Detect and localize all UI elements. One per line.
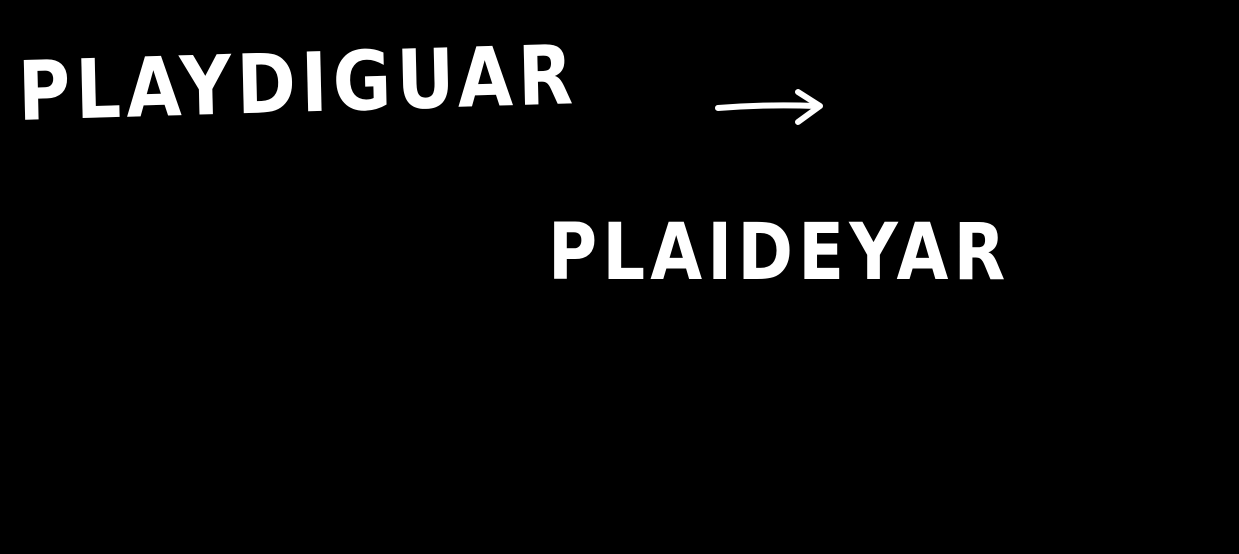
- right-arrow-icon: [715, 89, 823, 125]
- source-word: PLAYDIGUAR: [16, 28, 580, 140]
- target-word: PLAIDEYAR: [548, 208, 1011, 298]
